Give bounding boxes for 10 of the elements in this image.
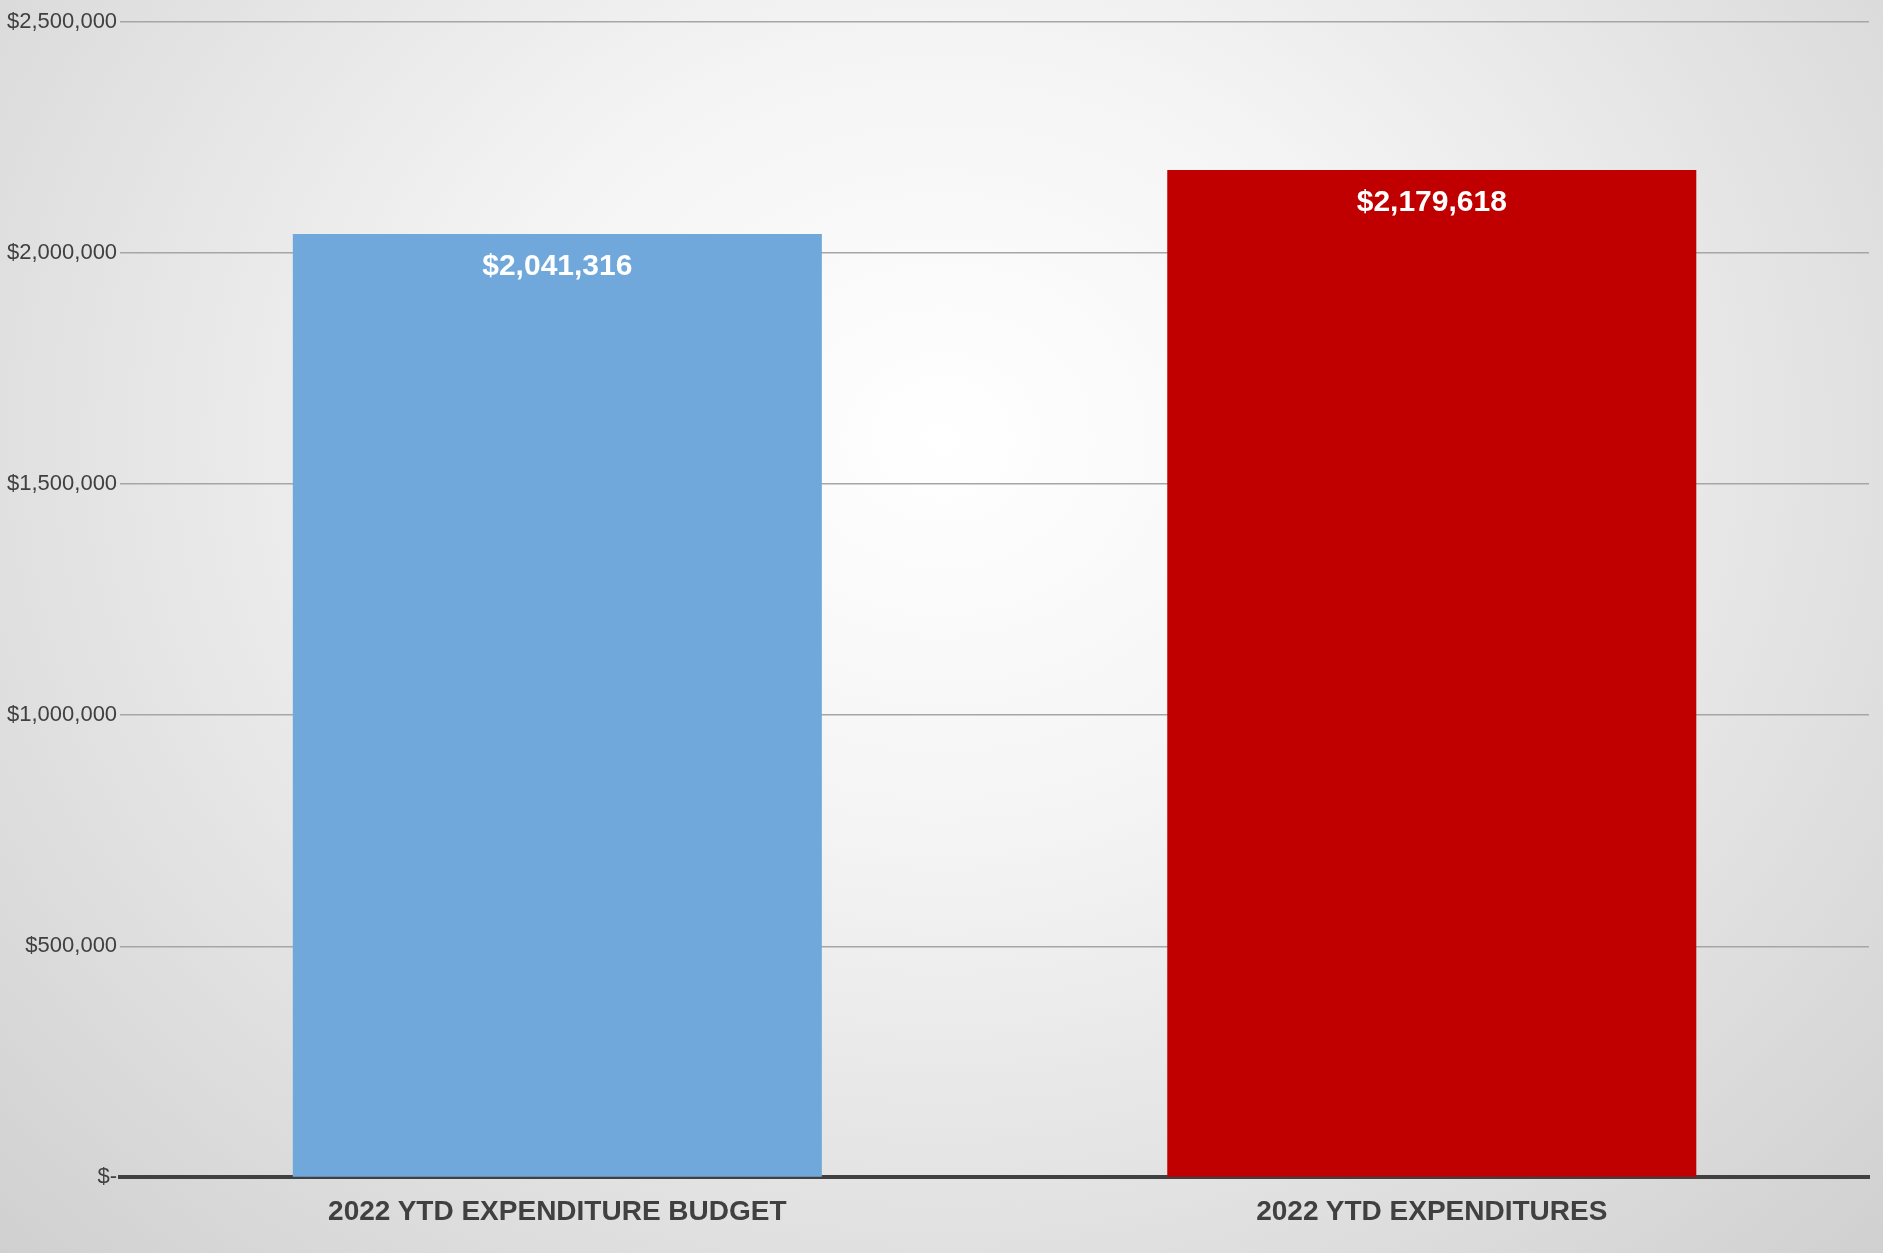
y-tick-label: $-	[97, 1163, 118, 1189]
y-tick-label: $1,500,000	[7, 470, 118, 496]
y-tick-label: $1,000,000	[7, 701, 118, 727]
y-tick-label: $500,000	[25, 932, 118, 958]
x-tick-label: 2022 YTD EXPENDITURE BUDGET	[328, 1194, 787, 1226]
data-label: $2,041,316	[482, 248, 633, 282]
data-label: $2,179,618	[1356, 184, 1507, 218]
x-tick-label: 2022 YTD EXPENDITURES	[1256, 1194, 1608, 1226]
y-tick-label: $2,500,000	[7, 8, 118, 34]
y-tick-label: $2,000,000	[7, 239, 118, 265]
